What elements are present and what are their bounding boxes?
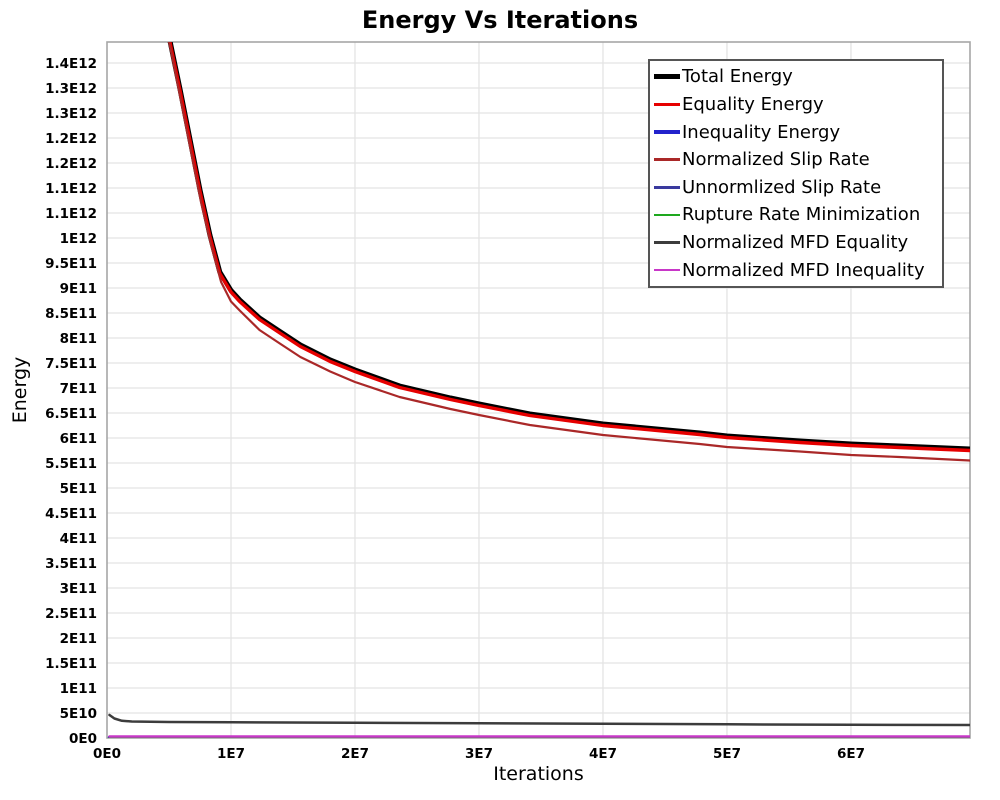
legend-line-swatch-icon — [654, 213, 680, 217]
y-tick-label: 8E11 — [60, 331, 97, 347]
legend-line-swatch-icon — [654, 241, 680, 244]
y-tick-label: 1.2E12 — [45, 131, 97, 147]
x-tick-label: 1E7 — [217, 746, 245, 762]
legend-item-normalized-mfd-equality: Normalized MFD Equality — [654, 230, 938, 256]
x-axis-title: Iterations — [493, 763, 584, 785]
legend-item-total-energy: Total Energy — [654, 64, 938, 90]
y-tick-label: 7E11 — [60, 381, 97, 397]
y-tick-label: 6.5E11 — [45, 406, 97, 422]
series-line-normalized-slip-rate — [167, 42, 970, 462]
legend-item-equality-energy: Equality Energy — [654, 91, 938, 117]
legend-line-swatch-icon — [654, 74, 680, 80]
y-tick-label: 5E10 — [60, 706, 97, 722]
x-tick-label: 6E7 — [837, 746, 865, 762]
series-line-normalized-mfd-equality — [108, 713, 970, 727]
legend-label: Normalized Slip Rate — [682, 149, 870, 171]
y-tick-label: 1.3E12 — [45, 81, 97, 97]
x-tick-label: 0E0 — [93, 746, 121, 762]
y-tick-label: 4E11 — [60, 531, 97, 547]
legend-label: Inequality Energy — [682, 121, 841, 143]
y-tick-label: 2E11 — [60, 631, 97, 647]
x-tick-label: 5E7 — [713, 746, 741, 762]
y-tick-label: 2.5E11 — [45, 606, 97, 622]
y-tick-label: 9E11 — [60, 281, 97, 297]
y-tick-label: 1.1E12 — [45, 181, 97, 197]
x-tick-label: 4E7 — [589, 746, 617, 762]
y-tick-label: 1.4E12 — [45, 56, 97, 72]
y-tick-label: 1E11 — [60, 681, 97, 697]
y-tick-label: 7.5E11 — [45, 356, 97, 372]
legend-label: Total Energy — [682, 66, 793, 88]
y-tick-label: 9.5E11 — [45, 256, 97, 272]
legend-box: Total Energy Equality Energy Inequality En… — [648, 59, 944, 288]
y-axis-title: Energy — [9, 356, 31, 424]
legend-line-swatch-icon — [654, 158, 680, 161]
legend-label: Unnormlized Slip Rate — [682, 176, 882, 198]
legend-label: Equality Energy — [682, 93, 824, 115]
legend-item-unnormlized-slip-rate: Unnormlized Slip Rate — [654, 174, 938, 200]
y-tick-label: 3E11 — [60, 581, 97, 597]
y-tick-label: 3.5E11 — [45, 556, 97, 572]
legend-item-normalized-slip-rate: Normalized Slip Rate — [654, 147, 938, 173]
legend-line-swatch-icon — [654, 130, 680, 134]
y-tick-label: 1E12 — [60, 231, 97, 247]
y-tick-label: 6E11 — [60, 431, 97, 447]
legend-label: Normalized MFD Inequality — [682, 259, 925, 281]
x-tick-label: 3E7 — [465, 746, 493, 762]
y-tick-label: 1.1E12 — [45, 206, 97, 222]
y-tick-label: 1.2E12 — [45, 156, 97, 172]
legend-item-rupture-rate-minimization: Rupture Rate Minimization — [654, 202, 938, 228]
chart-title: Energy Vs Iterations — [361, 6, 639, 34]
y-tick-label: 4.5E11 — [45, 506, 97, 522]
legend-label: Normalized MFD Equality — [682, 232, 909, 254]
legend-item-normalized-mfd-inequality: Normalized MFD Inequality — [654, 257, 938, 283]
legend-label: Rupture Rate Minimization — [682, 204, 921, 226]
legend-line-swatch-icon — [654, 186, 680, 189]
y-tick-label: 8.5E11 — [45, 306, 97, 322]
y-tick-label: 1.5E11 — [45, 656, 97, 672]
y-tick-label: 5.5E11 — [45, 456, 97, 472]
y-tick-label: 0E0 — [69, 731, 97, 747]
legend-line-swatch-icon — [654, 268, 680, 272]
y-tick-label: 1.3E12 — [45, 106, 97, 122]
legend-line-swatch-icon — [654, 102, 680, 107]
legend-item-inequality-energy: Inequality Energy — [654, 119, 938, 145]
y-tick-label: 5E11 — [60, 481, 97, 497]
x-tick-label: 2E7 — [341, 746, 369, 762]
